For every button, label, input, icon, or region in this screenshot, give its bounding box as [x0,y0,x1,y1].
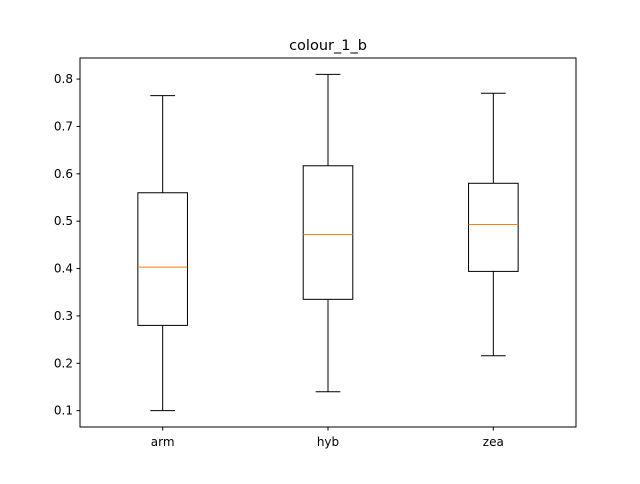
box-iqr [137,192,188,326]
y-tick-label: 0.1 [54,404,73,418]
y-tick-label: 0.3 [54,309,73,323]
plot-area: 0.1 0.2 0.3 0.4 0.5 0.6 0.7 0.8 arm hyb zea [54,57,577,449]
x-tick-label: zea [483,435,504,449]
box-iqr [302,165,354,300]
y-tick-label: 0.8 [54,72,73,86]
x-tick-label: hyb [317,435,339,449]
x-tick-label: arm [151,435,175,449]
y-tick-label: 0.6 [54,167,73,181]
y-tick-label: 0.4 [54,262,73,276]
box-iqr [468,182,519,272]
y-tick-label: 0.5 [54,214,73,228]
y-tick-label: 0.2 [54,356,73,370]
y-tick-label: 0.7 [54,119,73,133]
chart-title: colour_1_b [289,38,367,54]
